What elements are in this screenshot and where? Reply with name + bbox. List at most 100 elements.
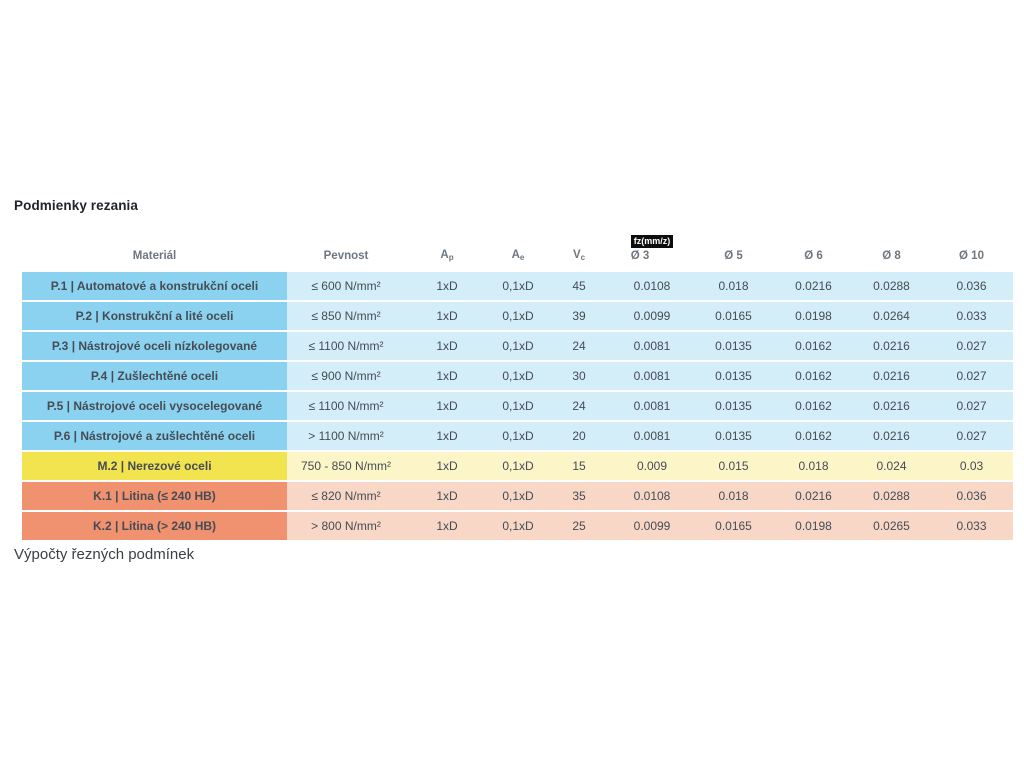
table-row: P.6 | Nástrojové a zušlechtěné oceli > 1… — [22, 422, 1013, 450]
header-ae-sub: e — [519, 253, 525, 262]
material-cell: M.2 | Nerezové oceli — [22, 452, 287, 480]
fz-d8-cell: 0.0288 — [853, 482, 930, 510]
table-row: P.2 | Konstrukční a lité oceli ≤ 850 N/m… — [22, 302, 1013, 330]
header-vc: Vc — [547, 228, 611, 270]
fz-d8-cell: 0.0216 — [853, 332, 930, 360]
fz-d6-cell: 0.0162 — [774, 362, 853, 390]
header-pevnost: Pevnost — [323, 250, 369, 262]
header-ap-base: A — [440, 249, 449, 261]
fz-d5-cell: 0.018 — [693, 482, 774, 510]
ae-cell: 0,1xD — [489, 392, 547, 420]
fz-d8-cell: 0.0216 — [853, 362, 930, 390]
fz-d3-cell: 0.0081 — [611, 332, 693, 360]
material-cell: P.1 | Automatové a konstrukční oceli — [22, 272, 287, 300]
fz-d10-cell: 0.027 — [930, 362, 1013, 390]
header-d8: Ø 8 — [882, 250, 901, 262]
table-row: P.5 | Nástrojové oceli vysocelegované ≤ … — [22, 392, 1013, 420]
ap-cell: 1xD — [405, 272, 489, 300]
vc-cell: 45 — [547, 272, 611, 300]
table-row: K.2 | Litina (> 240 HB) > 800 N/mm² 1xD … — [22, 512, 1013, 540]
ae-cell: 0,1xD — [489, 362, 547, 390]
ae-cell: 0,1xD — [489, 332, 547, 360]
ae-cell: 0,1xD — [489, 302, 547, 330]
fz-d5-cell: 0.0165 — [693, 302, 774, 330]
material-cell: P.3 | Nástrojové oceli nízkolegované — [22, 332, 287, 360]
vc-cell: 24 — [547, 392, 611, 420]
pevnost-cell: > 800 N/mm² — [287, 512, 405, 540]
header-ae: Ae — [489, 228, 547, 270]
ae-cell: 0,1xD — [489, 512, 547, 540]
header-d10: Ø 10 — [959, 250, 984, 262]
fz-d5-cell: 0.0135 — [693, 332, 774, 360]
header-vc-base: V — [572, 249, 581, 261]
fz-d5-cell: 0.0135 — [693, 362, 774, 390]
pevnost-cell: ≤ 850 N/mm² — [287, 302, 405, 330]
fz-d3-cell: 0.0081 — [611, 362, 693, 390]
fz-d6-cell: 0.0216 — [774, 272, 853, 300]
fz-d3-stack: fz(mm/z) Ø 3 — [630, 234, 674, 262]
fz-d10-cell: 0.027 — [930, 332, 1013, 360]
header-d5: Ø 5 — [724, 250, 743, 262]
fz-d5-cell: 0.0135 — [693, 392, 774, 420]
ap-cell: 1xD — [405, 422, 489, 450]
fz-d6-cell: 0.018 — [774, 452, 853, 480]
ae-cell: 0,1xD — [489, 422, 547, 450]
table-header: Materiál Pevnost Ap Ae Vc fz(mm/z) Ø 3 Ø… — [22, 228, 1013, 270]
header-material: Materiál — [132, 250, 177, 262]
header-vc-sub: c — [580, 253, 586, 262]
ae-cell: 0,1xD — [489, 482, 547, 510]
header-row: Materiál Pevnost Ap Ae Vc fz(mm/z) Ø 3 Ø… — [22, 228, 1013, 270]
fz-d3-cell: 0.0108 — [611, 272, 693, 300]
ap-cell: 1xD — [405, 452, 489, 480]
ap-cell: 1xD — [405, 362, 489, 390]
vc-cell: 30 — [547, 362, 611, 390]
pevnost-cell: ≤ 900 N/mm² — [287, 362, 405, 390]
header-d6: Ø 6 — [804, 250, 823, 262]
fz-d10-cell: 0.036 — [930, 482, 1013, 510]
pevnost-cell: ≤ 600 N/mm² — [287, 272, 405, 300]
fz-d3-cell: 0.0081 — [611, 422, 693, 450]
fz-unit-badge: fz(mm/z) — [630, 234, 674, 248]
pevnost-cell: ≤ 1100 N/mm² — [287, 332, 405, 360]
fz-d3-cell: 0.0099 — [611, 512, 693, 540]
pevnost-cell: ≤ 1100 N/mm² — [287, 392, 405, 420]
ap-cell: 1xD — [405, 302, 489, 330]
fz-d6-cell: 0.0162 — [774, 392, 853, 420]
fz-d8-cell: 0.0216 — [853, 422, 930, 450]
vc-cell: 15 — [547, 452, 611, 480]
ap-cell: 1xD — [405, 482, 489, 510]
cutting-conditions-table: Materiál Pevnost Ap Ae Vc fz(mm/z) Ø 3 Ø… — [22, 226, 1013, 542]
fz-d3-cell: 0.009 — [611, 452, 693, 480]
ae-cell: 0,1xD — [489, 272, 547, 300]
table-row: M.2 | Nerezové oceli 750 - 850 N/mm² 1xD… — [22, 452, 1013, 480]
pevnost-cell: ≤ 820 N/mm² — [287, 482, 405, 510]
header-ap-sub: p — [448, 253, 454, 262]
ap-cell: 1xD — [405, 332, 489, 360]
material-cell: P.6 | Nástrojové a zušlechtěné oceli — [22, 422, 287, 450]
vc-cell: 39 — [547, 302, 611, 330]
fz-d3-cell: 0.0108 — [611, 482, 693, 510]
fz-d3-cell: 0.0099 — [611, 302, 693, 330]
fz-d5-cell: 0.0135 — [693, 422, 774, 450]
material-cell: K.2 | Litina (> 240 HB) — [22, 512, 287, 540]
pevnost-cell: > 1100 N/mm² — [287, 422, 405, 450]
vc-cell: 20 — [547, 422, 611, 450]
header-ap: Ap — [405, 228, 489, 270]
fz-d5-cell: 0.018 — [693, 272, 774, 300]
table-row: P.3 | Nástrojové oceli nízkolegované ≤ 1… — [22, 332, 1013, 360]
fz-d8-cell: 0.0216 — [853, 392, 930, 420]
fz-d3-cell: 0.0081 — [611, 392, 693, 420]
header-d3-label: Ø 3 — [630, 250, 650, 262]
table-row: K.1 | Litina (≤ 240 HB) ≤ 820 N/mm² 1xD … — [22, 482, 1013, 510]
table-row: P.1 | Automatové a konstrukční oceli ≤ 6… — [22, 272, 1013, 300]
pevnost-cell: 750 - 850 N/mm² — [287, 452, 405, 480]
page-title: Podmienky rezania — [14, 198, 138, 213]
fz-d8-cell: 0.0265 — [853, 512, 930, 540]
ap-cell: 1xD — [405, 392, 489, 420]
table-row: P.4 | Zušlechtěné oceli ≤ 900 N/mm² 1xD … — [22, 362, 1013, 390]
fz-d10-cell: 0.027 — [930, 392, 1013, 420]
fz-d5-cell: 0.0165 — [693, 512, 774, 540]
fz-d6-cell: 0.0198 — [774, 512, 853, 540]
fz-d10-cell: 0.033 — [930, 302, 1013, 330]
